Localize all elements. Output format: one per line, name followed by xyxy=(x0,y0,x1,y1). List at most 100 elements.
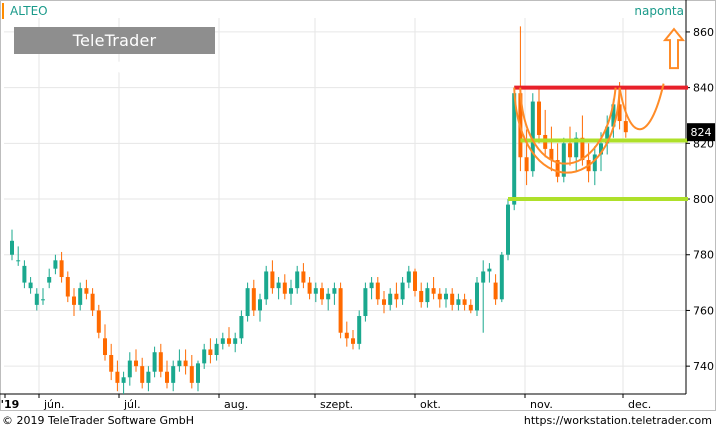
candle-body xyxy=(245,288,250,317)
candle-body xyxy=(177,360,182,367)
watermark-light: TeleTrader xyxy=(72,31,157,50)
candle-body xyxy=(431,288,436,294)
last-price-marker xyxy=(687,123,715,142)
x-tick-label: aug. xyxy=(224,398,248,411)
source-url[interactable]: https://workstation.teletrader.com xyxy=(523,414,712,427)
candle-body xyxy=(140,366,145,383)
candle-body xyxy=(90,293,95,311)
x-tick-label: júl. xyxy=(123,398,141,411)
candle-body xyxy=(394,293,399,300)
candle-body xyxy=(382,299,386,305)
candle-body xyxy=(599,143,603,155)
candle-body xyxy=(537,101,541,135)
candle-body xyxy=(388,293,393,305)
candle-body xyxy=(276,282,281,289)
candle-body xyxy=(72,296,76,305)
candle-body xyxy=(437,293,442,300)
candle-body xyxy=(574,137,579,158)
candle-body xyxy=(96,310,101,333)
symbol-label[interactable]: ALTEO xyxy=(2,3,48,19)
candle-body xyxy=(65,277,70,297)
candle-body xyxy=(208,349,213,356)
candle-body xyxy=(344,332,349,339)
candle-body xyxy=(326,293,331,300)
candle-body xyxy=(227,338,231,344)
period-label[interactable]: naponta xyxy=(634,4,684,18)
candle-body xyxy=(189,366,194,383)
x-tick-label: szept. xyxy=(320,398,353,411)
x-tick-label: jún. xyxy=(43,398,65,411)
candle-body xyxy=(617,104,622,122)
candle-body xyxy=(103,338,107,356)
candle-body xyxy=(47,277,52,283)
candles xyxy=(10,26,628,394)
candle-body xyxy=(357,316,362,344)
candle-body xyxy=(214,343,219,356)
candle-body xyxy=(425,288,430,303)
candle-body xyxy=(307,282,312,294)
candle-body xyxy=(468,304,473,311)
candle-body xyxy=(28,282,33,289)
candle-body xyxy=(611,104,616,127)
y-tick-label: 800 xyxy=(693,193,714,206)
candle-body xyxy=(165,371,169,383)
candle-body xyxy=(282,282,287,294)
candle-body xyxy=(134,360,138,367)
candle-body xyxy=(84,288,89,294)
breakout-arrow xyxy=(662,27,686,70)
candle-body xyxy=(183,360,188,367)
candle-body xyxy=(332,288,337,294)
candle-body xyxy=(413,271,417,291)
candle-body xyxy=(251,288,256,311)
candle-body xyxy=(22,265,27,283)
candle-body xyxy=(301,271,306,283)
x-tick-label: '19 xyxy=(1,398,20,411)
handle-curve xyxy=(618,83,665,131)
candle-body xyxy=(549,148,554,161)
candle-body xyxy=(258,299,262,311)
candle-body xyxy=(34,293,39,305)
candle-body xyxy=(220,338,225,344)
candle-body xyxy=(351,338,355,344)
candle-body xyxy=(444,293,448,300)
candle-body xyxy=(320,288,324,300)
candle-body xyxy=(568,143,572,158)
candle-body xyxy=(487,268,492,272)
copyright-text: © 2019 TeleTrader Software GmbH xyxy=(2,414,195,427)
y-tick-label: 780 xyxy=(693,249,714,262)
candle-body xyxy=(158,352,163,372)
candle-body xyxy=(202,349,207,364)
candle-body xyxy=(363,288,368,317)
candle-body xyxy=(375,282,380,300)
candle-body xyxy=(512,93,517,205)
candle-body xyxy=(524,157,529,172)
candle-body xyxy=(239,316,244,339)
candle-body xyxy=(450,293,455,305)
candle-body xyxy=(400,282,405,300)
candle-body xyxy=(338,288,343,333)
candle-body xyxy=(481,271,486,283)
candle-body xyxy=(16,260,21,262)
cup-curve-outer xyxy=(513,87,621,174)
candle-body xyxy=(59,260,64,278)
candle-body xyxy=(53,260,58,269)
candle-body xyxy=(78,288,83,305)
candle-body xyxy=(456,299,461,305)
y-tick-label: 840 xyxy=(693,82,714,95)
candle-body xyxy=(295,271,300,289)
candle-body xyxy=(605,126,610,144)
candle-body xyxy=(10,240,14,255)
candle-body xyxy=(580,137,585,161)
watermark-bold: WorkStation xyxy=(57,58,172,77)
x-tick-label: okt. xyxy=(420,398,441,411)
y-tick-label: 860 xyxy=(693,26,714,39)
candle-body xyxy=(41,299,45,301)
cup-curve-inner xyxy=(519,87,617,165)
candle-body xyxy=(555,160,560,177)
y-tick-label: 740 xyxy=(693,360,714,373)
candle-body xyxy=(270,271,275,289)
candle-body xyxy=(115,371,120,383)
